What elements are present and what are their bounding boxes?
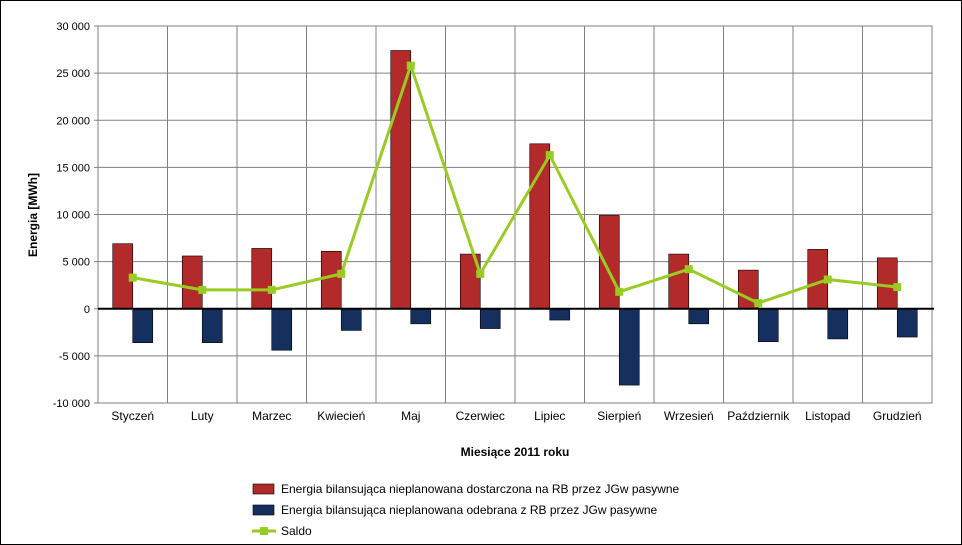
bar-received-9 xyxy=(688,308,710,325)
bar-supplied-3 xyxy=(251,248,273,310)
y-tick-label: 10 000 xyxy=(56,210,90,222)
legend-swatch xyxy=(252,504,275,516)
saldo-point-3 xyxy=(267,285,276,294)
x-tick-label: Grudzień xyxy=(873,409,922,423)
bar-supplied-7 xyxy=(529,143,551,310)
y-tick-label: 30 000 xyxy=(56,21,90,33)
saldo-point-11 xyxy=(823,275,832,284)
legend-marker xyxy=(260,527,268,535)
y-axis-title: Energia [MWh] xyxy=(26,173,40,257)
y-tick-label: 20 000 xyxy=(56,115,90,127)
grid-lines xyxy=(98,26,932,403)
y-tick-label: 0 xyxy=(84,304,90,316)
bar-received-4 xyxy=(340,308,362,331)
y-tick-label: -5 000 xyxy=(59,351,90,363)
x-tick-label: Marzec xyxy=(252,409,291,423)
bar-received-1 xyxy=(132,308,154,343)
legend: Energia bilansująca nieplanowana dostarc… xyxy=(252,482,680,538)
saldo-point-4 xyxy=(337,269,346,278)
x-tick-label: Styczeń xyxy=(111,409,154,423)
x-tick-label: Czerwiec xyxy=(456,409,505,423)
bar-supplied-4 xyxy=(320,250,342,310)
y-tick-label: -10 000 xyxy=(53,398,90,410)
x-tick-label: Luty xyxy=(191,409,214,423)
x-tick-label: Sierpień xyxy=(597,409,641,423)
saldo-point-7 xyxy=(545,151,554,160)
y-axis-ticks: 30 000 25 000 20 000 15 000 10 000 5 000 0 -5 0… xyxy=(53,21,98,410)
saldo-point-6 xyxy=(476,269,485,278)
bar-received-2 xyxy=(201,308,223,343)
saldo-line-series xyxy=(128,61,902,308)
saldo-point-5 xyxy=(406,61,415,70)
saldo-point-10 xyxy=(754,299,763,308)
saldo-point-12 xyxy=(893,283,902,292)
saldo-point-9 xyxy=(684,265,693,274)
bar-received-5 xyxy=(410,308,432,325)
x-axis-ticks: Styczeń Luty Marzec Kwiecień Maj Czerwiec Lipi… xyxy=(111,409,921,423)
x-tick-label: Październik xyxy=(727,409,790,423)
x-tick-label: Listopad xyxy=(805,409,850,423)
saldo-point-1 xyxy=(128,273,137,282)
bar-received-10 xyxy=(757,308,779,343)
saldo-point-8 xyxy=(615,287,624,296)
bar-supplied-5 xyxy=(390,50,412,310)
x-tick-label: Maj xyxy=(401,409,420,423)
x-tick-label: Lipiec xyxy=(534,409,565,423)
x-tick-label: Kwiecień xyxy=(317,409,365,423)
y-tick-label: 25 000 xyxy=(56,68,90,80)
legend-label: Saldo xyxy=(281,524,312,538)
bar-supplied-9 xyxy=(668,253,690,310)
x-axis-title: Miesiące 2011 roku xyxy=(461,445,570,459)
legend-label: Energia bilansująca nieplanowana odebran… xyxy=(281,503,658,517)
x-tick-label: Wrzesień xyxy=(664,409,714,423)
y-tick-label: 5 000 xyxy=(62,257,90,269)
saldo-line xyxy=(132,64,898,305)
legend-label: Energia bilansująca nieplanowana dostarc… xyxy=(281,482,680,496)
saldo-point-2 xyxy=(198,285,207,294)
bar-received-7 xyxy=(549,308,571,321)
bar-received-12 xyxy=(896,308,918,338)
legend-swatch xyxy=(252,483,275,495)
bar-received-8 xyxy=(618,308,640,386)
bar-received-11 xyxy=(827,308,849,340)
y-tick-label: 15 000 xyxy=(56,162,90,174)
bar-supplied-2 xyxy=(181,255,203,310)
bar-received-3 xyxy=(271,308,293,351)
bar-received-6 xyxy=(479,308,501,329)
